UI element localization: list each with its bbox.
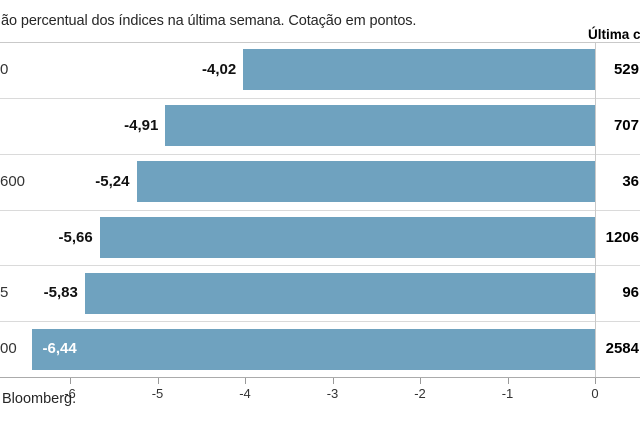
last-quote-value: 96 [622,284,639,302]
header-rule [0,42,640,43]
last-quote-value: 2584 [605,340,639,358]
bar-value-label: -5,83 [43,284,78,302]
x-axis-line [0,377,640,378]
chart-row: -5,83 5 96 [0,265,640,321]
chart-row: -5,66 1206 [0,210,640,266]
chart-row: -5,24 600 36 [0,154,640,210]
axis-tick [70,378,71,384]
axis-tick-label: 0 [591,386,599,401]
axis-tick [420,378,421,384]
axis-tick-label: -4 [239,386,251,401]
axis-tick-label: -2 [414,386,426,401]
axis-tick [332,378,334,384]
axis-tick [157,378,159,384]
bar-value-label: -5,66 [58,228,93,246]
axis-tick-label: -3 [326,386,339,401]
zero-axis-column-separator [595,42,596,378]
axis-tick [595,378,596,384]
bar-chart: -4,02 0 529 -4,91 707 -5,24 600 36 -5,66 1206 -5,8… [0,42,640,377]
bar [136,161,595,203]
axis-tick [507,378,509,384]
bar [84,272,595,314]
bar-value-label: -6,44 [42,340,77,358]
axis-tick-label: -5 [151,386,164,401]
bar [99,216,595,258]
last-quote-value: 529 [613,61,639,78]
last-quote-value: 1206 [605,228,639,246]
row-label-tail: 600 [0,172,26,190]
bar-value-label: -5,24 [95,172,130,190]
source-credit: Bloomberg. [2,391,77,407]
row-separator [0,265,640,267]
last-quote-value: 707 [613,116,639,134]
chart-row: -4,02 0 529 [0,42,640,98]
bar [243,49,595,91]
axis-tick-label: -1 [501,386,514,401]
last-quote-value: 36 [622,172,639,190]
row-label-tail: 00 [0,340,17,358]
row-separator [0,153,640,155]
row-separator [0,97,640,99]
row-label-tail: 0 [0,61,9,78]
chart-row: -6,44 00 2584 [0,321,640,377]
last-quote-column-header: Última c [588,27,640,42]
axis-tick-label: -6 [64,386,76,401]
bar [165,105,595,147]
bar-value-label: -4,02 [202,61,237,78]
bar [31,328,595,370]
row-label-tail: 5 [0,284,9,302]
chart-title: ão percentual dos índices na última sema… [1,13,417,29]
chart-row: -4,91 707 [0,98,640,154]
bar-value-label: -4,91 [124,116,159,134]
axis-tick [245,378,246,384]
row-separator [0,321,640,323]
row-separator [0,209,640,211]
